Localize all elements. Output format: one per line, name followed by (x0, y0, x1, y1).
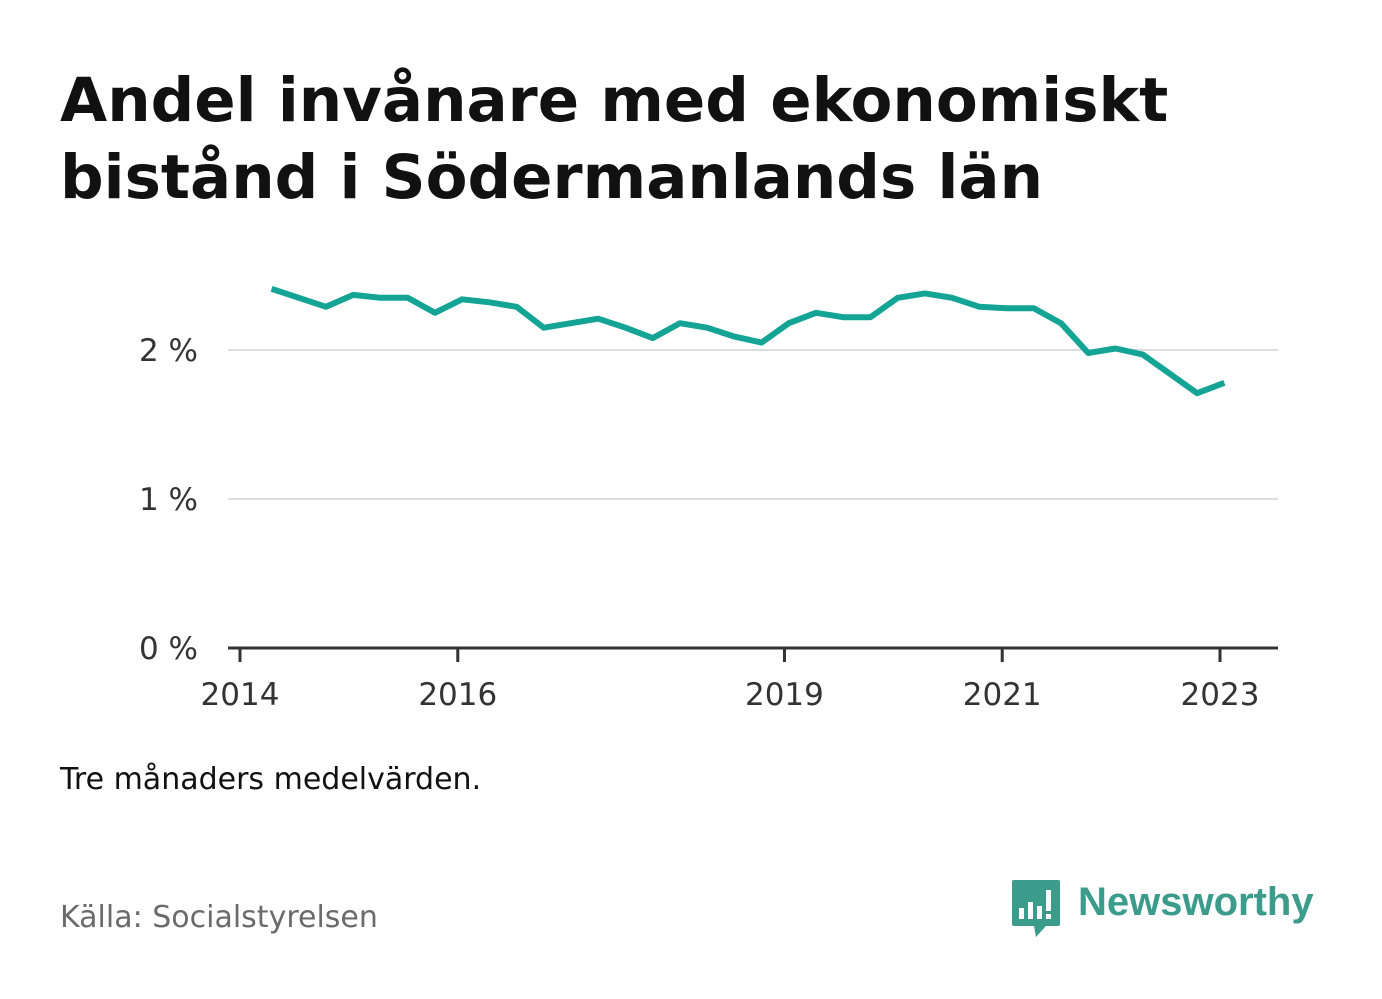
x-tick-label: 2019 (745, 677, 824, 713)
y-tick-label: 1 % (139, 482, 198, 518)
x-tick-label: 2021 (963, 677, 1042, 713)
brand-name: Newsworthy (1078, 880, 1314, 924)
chart-title-line-1: Andel invånare med ekonomiskt (60, 65, 1169, 136)
y-tick-label: 0 % (139, 631, 198, 667)
chart-title-line-2: bistånd i Södermanlands län (60, 142, 1043, 213)
chart-note: Tre månaders medelvärden. (60, 762, 482, 797)
line-chart: 0 % 1 % 2 % 2014 2016 2019 2021 2023 (139, 286, 1278, 713)
x-tick-label: 2014 (201, 677, 280, 713)
x-tick-label: 2016 (418, 677, 497, 713)
series-line (270, 286, 1226, 397)
x-tick-label: 2023 (1181, 677, 1260, 713)
newsworthy-logo-icon (1012, 880, 1060, 937)
source-text: Källa: Socialstyrelsen (60, 900, 378, 935)
y-tick-label: 2 % (139, 333, 198, 369)
chart-title: Andel invånare med ekonomiskt bistånd i … (60, 62, 1320, 216)
